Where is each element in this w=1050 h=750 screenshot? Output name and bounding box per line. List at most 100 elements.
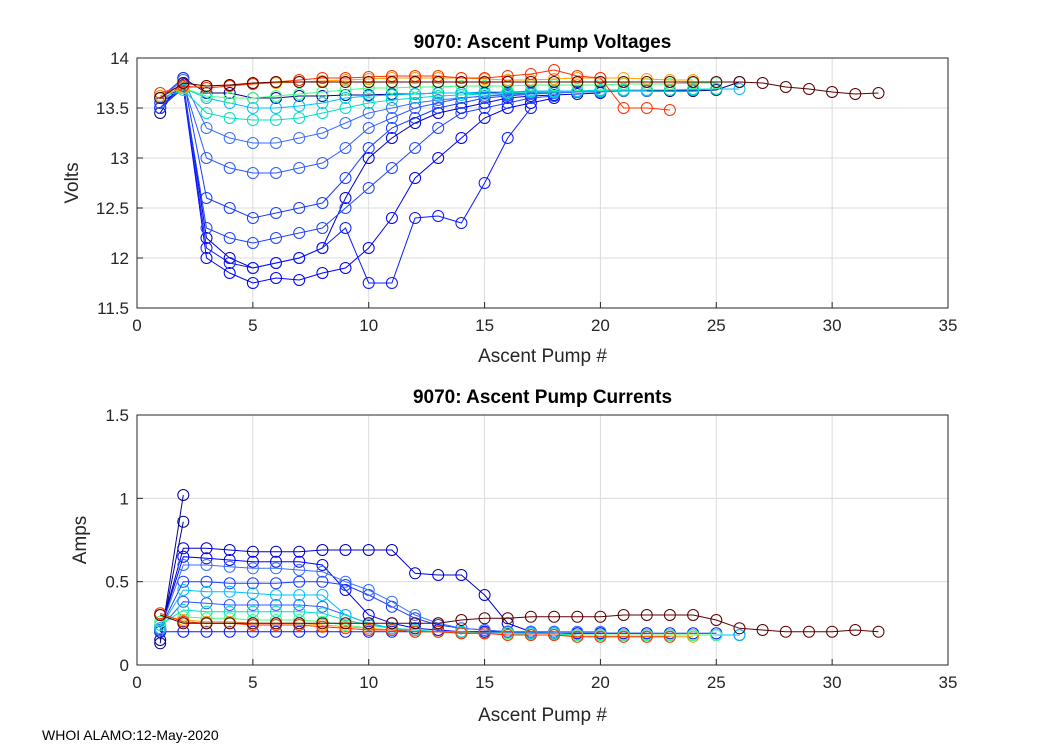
voltage-y-tick-label: 11.5 bbox=[97, 299, 129, 318]
voltage-data-point bbox=[293, 76, 306, 88]
voltage-data-point bbox=[270, 207, 282, 219]
voltage-data-point bbox=[200, 192, 213, 204]
current-data-point bbox=[223, 544, 236, 556]
current-data-point bbox=[524, 629, 537, 641]
current-data-point bbox=[177, 604, 190, 616]
voltage-data-point bbox=[316, 197, 329, 209]
voltage-data-point bbox=[385, 162, 398, 174]
current-data-point bbox=[223, 617, 236, 630]
current-data-point bbox=[362, 609, 375, 621]
current-data-point bbox=[200, 585, 213, 598]
current-data-point bbox=[223, 554, 236, 566]
voltage-data-point bbox=[385, 76, 398, 88]
voltage-data-point bbox=[362, 122, 375, 134]
voltage-data-point bbox=[293, 162, 306, 174]
voltage-data-point bbox=[223, 202, 236, 214]
current-data-point bbox=[246, 587, 259, 600]
current-data-point bbox=[316, 600, 329, 613]
voltage-x-tick-label: 20 bbox=[591, 316, 610, 335]
current-data-point bbox=[826, 625, 839, 638]
current-data-point bbox=[524, 610, 537, 623]
voltage-data-point bbox=[293, 274, 306, 286]
voltage-data-point bbox=[663, 104, 676, 116]
current-data-point bbox=[339, 575, 352, 588]
current-data-point bbox=[548, 610, 561, 623]
current-data-point bbox=[594, 630, 607, 643]
current-data-point bbox=[270, 577, 282, 590]
voltage-series-line bbox=[159, 79, 647, 144]
voltage-data-point bbox=[270, 232, 282, 244]
current-data-point bbox=[571, 610, 584, 623]
voltage-data-point bbox=[710, 76, 723, 88]
voltage-data-point bbox=[223, 267, 236, 279]
current-data-point bbox=[710, 614, 723, 626]
voltage-data-point bbox=[339, 202, 352, 214]
voltage-data-point bbox=[339, 117, 352, 129]
current-data-point bbox=[316, 565, 329, 578]
current-series-line bbox=[160, 614, 879, 633]
voltage-y-tick-label: 13.5 bbox=[96, 99, 129, 118]
current-data-point bbox=[246, 605, 259, 618]
voltage-data-point bbox=[293, 227, 306, 239]
voltage-data-point bbox=[455, 217, 468, 229]
voltage-data-point bbox=[246, 114, 259, 126]
current-data-point bbox=[316, 607, 329, 620]
voltage-data-point bbox=[501, 132, 514, 144]
voltage-data-point bbox=[362, 242, 375, 254]
current-data-point bbox=[478, 627, 491, 640]
voltage-data-point bbox=[200, 242, 213, 254]
voltage-data-point bbox=[478, 80, 491, 92]
current-data-point bbox=[617, 630, 630, 643]
voltage-data-point bbox=[478, 102, 491, 114]
current-data-point bbox=[733, 622, 746, 635]
voltage-data-point bbox=[200, 152, 213, 164]
voltage-data-point bbox=[362, 107, 375, 119]
voltage-data-point bbox=[640, 73, 653, 85]
voltage-data-point bbox=[339, 172, 352, 184]
voltage-data-point bbox=[339, 262, 352, 274]
current-data-point bbox=[362, 624, 375, 636]
voltage-series-line bbox=[159, 81, 879, 99]
voltage-data-point bbox=[455, 76, 468, 88]
current-y-tick-label: 0.5 bbox=[105, 573, 129, 592]
voltage-data-point bbox=[339, 102, 352, 114]
current-data-point bbox=[663, 609, 676, 621]
current-data-point bbox=[362, 617, 375, 630]
voltage-data-point bbox=[432, 90, 445, 102]
current-data-point bbox=[177, 595, 190, 608]
current-data-point bbox=[200, 559, 213, 571]
voltage-data-point bbox=[640, 102, 653, 114]
voltage-data-point bbox=[246, 92, 259, 104]
current-data-point bbox=[872, 625, 885, 638]
voltage-data-point bbox=[548, 76, 561, 88]
voltage-data-point bbox=[409, 76, 422, 88]
voltage-data-point bbox=[409, 212, 422, 224]
voltage-series-line bbox=[159, 87, 555, 284]
voltage-data-point bbox=[270, 102, 282, 114]
current-data-point bbox=[293, 599, 306, 611]
voltage-data-point bbox=[339, 92, 352, 104]
voltage-data-point bbox=[339, 192, 352, 204]
voltage-title: 9070: Ascent Pump Voltages bbox=[414, 32, 672, 53]
current-data-point bbox=[293, 605, 306, 618]
current-series-line bbox=[160, 612, 670, 638]
voltage-data-point bbox=[548, 73, 561, 85]
voltage-data-point bbox=[246, 77, 259, 89]
current-data-point bbox=[640, 630, 653, 643]
voltage-data-point bbox=[246, 237, 259, 249]
current-data-point bbox=[293, 625, 306, 638]
current-data-point bbox=[154, 619, 167, 631]
current-data-point bbox=[849, 624, 862, 636]
current-data-point bbox=[548, 629, 561, 641]
voltage-data-point bbox=[200, 252, 213, 264]
voltage-data-point bbox=[617, 76, 630, 88]
current-data-point bbox=[223, 605, 236, 618]
voltage-data-point bbox=[455, 132, 468, 144]
voltage-data-point bbox=[316, 267, 329, 279]
current-data-point bbox=[177, 515, 190, 528]
current-data-point bbox=[409, 617, 422, 630]
voltage-data-point bbox=[385, 112, 398, 124]
voltage-data-point bbox=[779, 81, 792, 93]
voltage-data-point bbox=[385, 122, 398, 134]
